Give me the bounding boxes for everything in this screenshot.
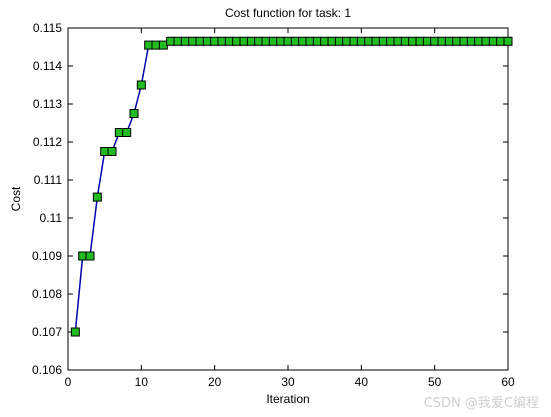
data-point-marker xyxy=(378,36,388,46)
data-point-marker xyxy=(290,36,300,46)
x-tick-label: 10 xyxy=(135,375,149,389)
x-tick-label: 50 xyxy=(428,375,442,389)
x-tick-label: 0 xyxy=(65,375,72,389)
x-axis-label: Iteration xyxy=(266,392,309,406)
data-point-marker xyxy=(452,36,462,46)
data-point-marker xyxy=(92,192,102,202)
data-point-marker xyxy=(349,36,359,46)
data-point-marker xyxy=(364,36,374,46)
data-point-marker xyxy=(210,36,220,46)
data-point-marker xyxy=(70,327,80,337)
data-point-marker xyxy=(437,36,447,46)
x-tick-label: 20 xyxy=(208,375,222,389)
data-point-marker xyxy=(393,36,403,46)
data-point-marker xyxy=(261,36,271,46)
data-point-marker xyxy=(173,36,183,46)
data-point-marker xyxy=(136,80,146,90)
data-point-marker xyxy=(503,36,513,46)
data-point-marker xyxy=(100,147,110,156)
data-point-marker xyxy=(151,40,161,50)
data-point-marker xyxy=(232,36,242,46)
y-tick-label: 0.115 xyxy=(33,21,62,35)
data-point-marker xyxy=(276,36,286,46)
data-point-marker xyxy=(114,128,124,137)
data-point-marker xyxy=(246,36,256,46)
data-point-marker xyxy=(298,36,308,46)
data-point-marker xyxy=(283,36,293,46)
data-point-marker xyxy=(422,36,432,46)
y-tick-label: 0.113 xyxy=(33,97,62,111)
data-point-marker xyxy=(400,36,410,46)
data-point-marker xyxy=(459,36,469,46)
data-point-marker xyxy=(144,40,154,50)
data-point-marker xyxy=(342,36,352,46)
data-point-marker xyxy=(268,36,278,46)
data-point-marker xyxy=(415,36,425,46)
chart-title: Cost function for task: 1 xyxy=(225,6,351,20)
y-tick-label: 0.108 xyxy=(32,287,62,301)
x-tick-label: 60 xyxy=(501,375,515,389)
data-point-marker xyxy=(122,128,132,137)
y-tick-label: 0.114 xyxy=(33,59,62,73)
y-tick-label: 0.107 xyxy=(32,325,62,339)
data-point-marker xyxy=(254,36,264,46)
y-tick-label: 0.109 xyxy=(32,249,62,263)
axis-ticks: 0 10 20 30 40 50 60 0.106 0.107 0.108 0.109 0.11 0.1… xyxy=(32,21,515,389)
plot-area xyxy=(67,27,509,371)
data-point-marker xyxy=(166,36,176,46)
data-point-marker xyxy=(408,36,418,46)
data-point-marker xyxy=(466,36,476,46)
data-point-marker xyxy=(107,147,117,156)
data-point-marker xyxy=(158,40,168,50)
y-tick-label: 0.106 xyxy=(32,363,62,377)
y-axis-label: Cost xyxy=(9,186,23,211)
data-point-marker xyxy=(386,36,396,46)
watermark-text: CSDN @我爱C编程 xyxy=(423,396,539,411)
data-point-marker xyxy=(320,36,330,46)
data-point-marker xyxy=(444,36,454,46)
data-point-marker xyxy=(334,36,344,46)
data-point-marker xyxy=(202,36,212,46)
data-point-marker xyxy=(371,36,381,46)
data-point-marker xyxy=(78,251,88,261)
data-point-marker xyxy=(180,36,190,46)
y-tick-label: 0.112 xyxy=(33,135,62,149)
data-point-marker xyxy=(195,36,205,46)
data-point-marker xyxy=(327,36,337,46)
data-point-marker xyxy=(430,36,440,46)
data-point-marker xyxy=(356,36,366,46)
y-tick-label: 0.111 xyxy=(34,173,63,187)
data-point-marker xyxy=(217,36,227,46)
data-point-marker xyxy=(488,36,498,46)
data-point-marker xyxy=(312,36,322,46)
data-point-marker xyxy=(239,36,249,46)
data-point-marker xyxy=(474,36,484,46)
x-tick-label: 40 xyxy=(355,375,369,389)
y-tick-label: 0.11 xyxy=(40,211,63,225)
data-point-marker xyxy=(481,36,491,46)
data-point-marker xyxy=(496,36,506,46)
data-point-marker xyxy=(305,36,315,46)
data-point-marker xyxy=(129,109,139,118)
cost-series xyxy=(70,36,513,337)
x-tick-label: 30 xyxy=(281,375,295,389)
data-point-marker xyxy=(85,251,95,261)
data-point-marker xyxy=(188,36,198,46)
data-point-marker xyxy=(224,36,234,46)
